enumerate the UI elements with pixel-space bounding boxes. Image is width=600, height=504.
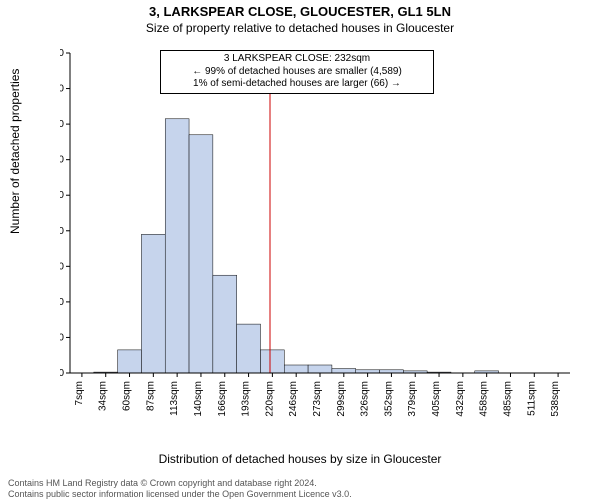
svg-text:193sqm: 193sqm [241, 381, 252, 417]
footer-attribution: Contains HM Land Registry data © Crown c… [8, 478, 352, 500]
svg-text:0: 0 [60, 368, 64, 379]
svg-text:379sqm: 379sqm [407, 381, 418, 417]
svg-text:432sqm: 432sqm [455, 381, 466, 417]
svg-text:1200: 1200 [60, 155, 64, 166]
histogram-plot: 0 200 400 600 800 1000 1200 1400 1600 1800 7sqm 34s… [60, 48, 580, 428]
svg-text:352sqm: 352sqm [383, 381, 394, 417]
footer-line1: Contains HM Land Registry data © Crown c… [8, 478, 352, 489]
histogram-bar [308, 365, 332, 373]
page-subtitle: Size of property relative to detached ho… [0, 21, 600, 35]
svg-text:538sqm: 538sqm [550, 381, 561, 417]
marker-annotation: 3 LARKSPEAR CLOSE: 232sqm ← 99% of detac… [160, 50, 434, 94]
y-axis-label: Number of detached properties [8, 69, 22, 234]
histogram-bar [118, 350, 142, 373]
svg-text:34sqm: 34sqm [98, 381, 109, 411]
histogram-bar [332, 369, 356, 373]
svg-text:800: 800 [60, 226, 64, 237]
svg-text:1000: 1000 [60, 190, 64, 201]
svg-text:273sqm: 273sqm [312, 381, 323, 417]
histogram-bar [213, 275, 237, 373]
svg-text:1400: 1400 [60, 119, 64, 130]
svg-text:200: 200 [60, 332, 64, 343]
svg-text:7sqm: 7sqm [74, 381, 85, 405]
histogram-bar [165, 119, 189, 373]
histogram-bar [141, 234, 165, 373]
svg-text:458sqm: 458sqm [479, 381, 490, 417]
svg-text:166sqm: 166sqm [217, 381, 228, 417]
histogram-bar [237, 324, 261, 373]
annotation-line3: 1% of semi-detached houses are larger (6… [167, 78, 427, 91]
svg-text:600: 600 [60, 261, 64, 272]
svg-text:87sqm: 87sqm [145, 381, 156, 411]
svg-text:1800: 1800 [60, 48, 64, 59]
histogram-bar [189, 135, 213, 373]
page-title: 3, LARKSPEAR CLOSE, GLOUCESTER, GL1 5LN [0, 4, 600, 19]
svg-text:485sqm: 485sqm [502, 381, 513, 417]
histogram-bar [260, 350, 284, 373]
svg-text:405sqm: 405sqm [431, 381, 442, 417]
svg-text:326sqm: 326sqm [360, 381, 371, 417]
svg-text:299sqm: 299sqm [336, 381, 347, 417]
svg-text:113sqm: 113sqm [169, 381, 180, 416]
footer-line2: Contains public sector information licen… [8, 489, 352, 500]
svg-text:220sqm: 220sqm [264, 381, 275, 417]
svg-text:400: 400 [60, 297, 64, 308]
svg-text:60sqm: 60sqm [122, 381, 133, 411]
x-axis-label: Distribution of detached houses by size … [0, 452, 600, 466]
chart-area: 0 200 400 600 800 1000 1200 1400 1600 1800 7sqm 34s… [60, 48, 580, 428]
svg-text:246sqm: 246sqm [288, 381, 299, 417]
svg-text:140sqm: 140sqm [193, 381, 204, 417]
annotation-line2: ← 99% of detached houses are smaller (4,… [167, 66, 427, 79]
histogram-bar [284, 365, 308, 373]
annotation-line1: 3 LARKSPEAR CLOSE: 232sqm [167, 53, 427, 66]
svg-text:511sqm: 511sqm [526, 381, 537, 416]
svg-text:1600: 1600 [60, 84, 64, 95]
